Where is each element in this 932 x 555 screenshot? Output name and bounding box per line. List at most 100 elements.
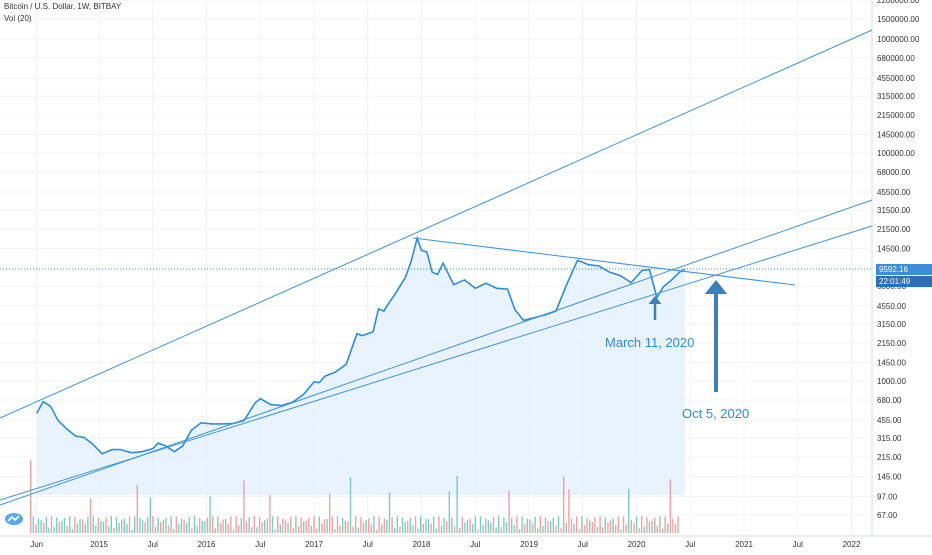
volume-bar: [345, 521, 346, 533]
volume-bar: [124, 519, 125, 533]
volume-bar: [529, 519, 530, 533]
volume-bar: [597, 527, 598, 533]
volume-bar: [191, 528, 192, 533]
volume-bar: [537, 528, 538, 533]
volume-bar: [368, 518, 369, 533]
current-price-tag: 9592.16: [876, 264, 932, 275]
volume-bar: [168, 525, 169, 533]
volume-bar: [365, 520, 366, 533]
volume-bar: [274, 530, 275, 533]
volume-bar: [404, 522, 405, 533]
volume-bar: [581, 516, 582, 533]
volume-bar: [360, 517, 361, 533]
volume-bar: [248, 517, 249, 533]
volume-bar: [108, 526, 109, 533]
volume-bar: [399, 527, 400, 533]
volume-bar: [451, 517, 452, 533]
volume-bar: [131, 530, 132, 533]
volume-bar: [324, 519, 325, 533]
volume-bar: [228, 524, 229, 533]
volume-bar: [40, 520, 41, 533]
volume-bar: [246, 522, 247, 533]
volume-bar: [157, 517, 158, 533]
volume-bar: [202, 521, 203, 533]
volume-bar: [477, 530, 478, 533]
volume-bar: [428, 519, 429, 533]
volume-bar: [605, 517, 606, 533]
volume-bar: [152, 516, 153, 533]
volume-bar: [545, 518, 546, 533]
volume-bar: [462, 517, 463, 533]
volume-bar: [233, 529, 234, 533]
tradingview-cloud-icon[interactable]: [4, 510, 24, 526]
x-tick-label: Jul: [363, 540, 373, 549]
volume-bar: [394, 528, 395, 533]
volume-bar: [95, 526, 96, 533]
volume-bar: [287, 523, 288, 533]
volume-bar: [129, 516, 130, 533]
volume-indicator-label[interactable]: Vol (20): [4, 14, 32, 23]
volume-bar: [506, 522, 507, 533]
volume-bar: [363, 522, 364, 533]
volume-bar: [222, 519, 223, 533]
volume-bar: [303, 521, 304, 533]
volume-bar: [464, 523, 465, 533]
volume-bar: [568, 490, 569, 533]
volume-bar: [142, 520, 143, 533]
volume-bar: [547, 521, 548, 533]
volume-bar: [527, 519, 528, 533]
y-tick-label: 45500.00: [877, 188, 911, 197]
volume-bar: [319, 517, 320, 533]
volume-bar: [238, 525, 239, 533]
volume-bar: [51, 516, 52, 533]
y-tick-label: 680.00: [877, 396, 902, 405]
volume-bar: [235, 516, 236, 533]
x-tick-label: Jul: [793, 540, 803, 549]
volume-bar: [420, 517, 421, 533]
volume-bar: [651, 521, 652, 533]
x-tick-label: Jul: [578, 540, 588, 549]
volume-bar: [563, 477, 564, 533]
arrow-head: [705, 280, 727, 294]
volume-bar: [433, 517, 434, 533]
volume-bar: [334, 529, 335, 533]
volume-bar: [459, 528, 460, 533]
y-tick-label: 145000.00: [877, 131, 915, 140]
volume-bar: [350, 477, 351, 533]
volume-bar: [111, 516, 112, 533]
volume-bar: [586, 518, 587, 533]
volume-bar: [584, 525, 585, 533]
x-tick-label: 2015: [90, 540, 108, 549]
volume-bar: [389, 493, 390, 533]
volume-bar: [56, 517, 57, 533]
volume-bar: [35, 525, 36, 533]
y-tick-label: 3150.00: [877, 320, 906, 329]
volume-bar: [384, 518, 385, 533]
y-tick-label: 67.00: [877, 511, 898, 520]
volume-bar: [186, 523, 187, 533]
volume-bar: [355, 516, 356, 533]
volume-bar: [417, 529, 418, 533]
volume-bar: [352, 527, 353, 533]
volume-bar: [150, 497, 151, 533]
volume-bar: [553, 518, 554, 533]
volume-bar: [482, 525, 483, 533]
volume-bar: [412, 525, 413, 533]
y-tick-label: 4550.00: [877, 302, 906, 311]
volume-bar: [264, 520, 265, 533]
volume-bar: [176, 516, 177, 533]
volume-bar: [493, 517, 494, 533]
volume-bar: [48, 528, 49, 533]
volume-bar: [618, 516, 619, 533]
volume-bar: [550, 521, 551, 533]
volume-bar: [508, 490, 509, 533]
volume-bar: [72, 529, 73, 533]
volume-bar: [261, 522, 262, 533]
volume-bar: [670, 479, 671, 533]
volume-bar: [259, 517, 260, 533]
volume-bar: [378, 516, 379, 533]
volume-bar: [105, 517, 106, 533]
volume-bar: [542, 526, 543, 533]
